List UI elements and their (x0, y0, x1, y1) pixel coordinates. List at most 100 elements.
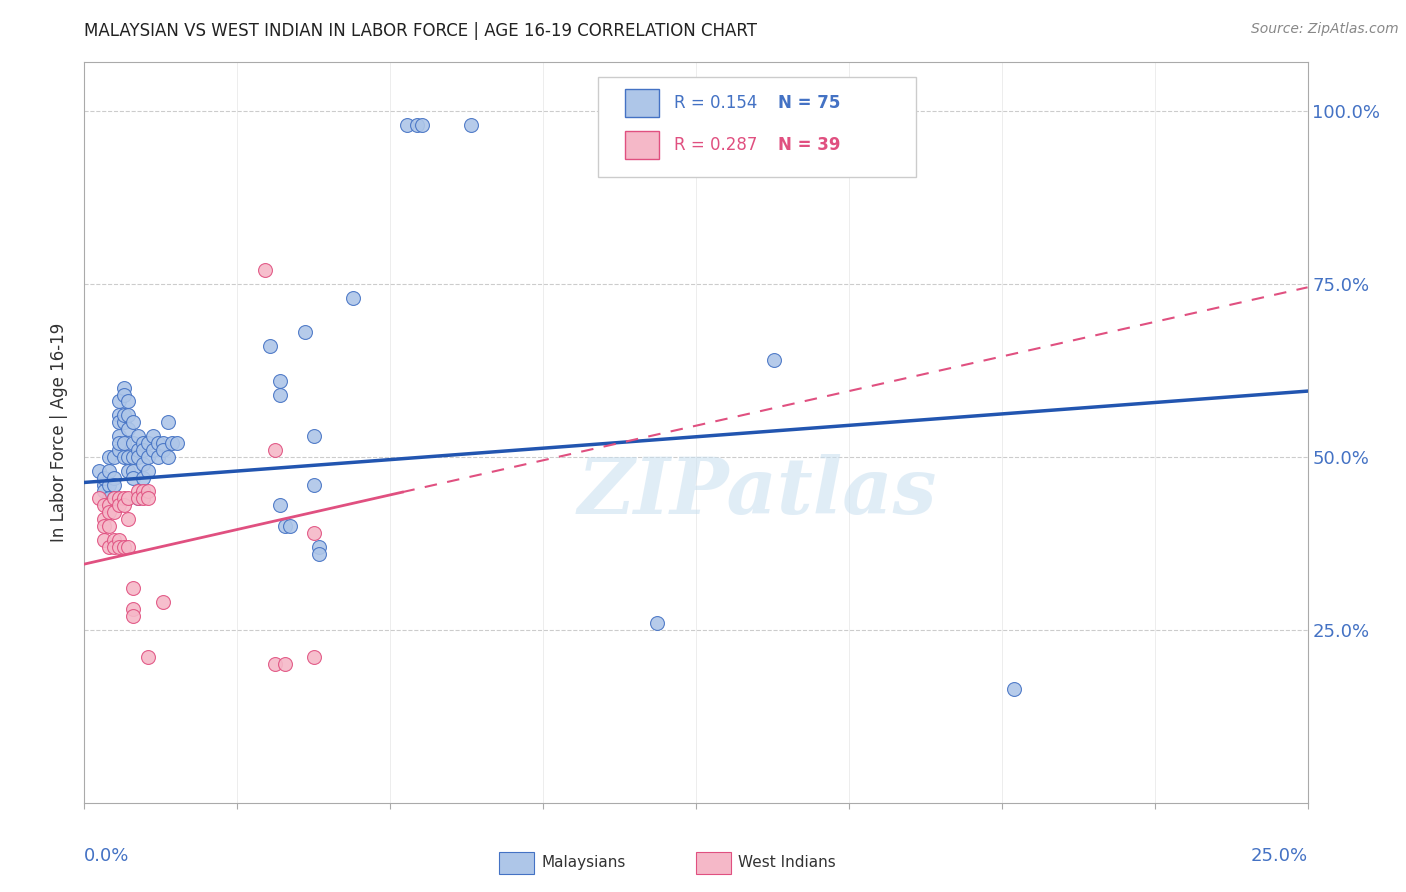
Point (107, 442, 129, 457)
Point (152, 436, 174, 450)
Point (396, 118, 419, 132)
Point (136, 436, 159, 450)
Point (112, 491, 135, 506)
Point (117, 491, 139, 506)
Point (97, 498, 120, 512)
Text: R = 0.287: R = 0.287 (673, 136, 758, 153)
Point (122, 609, 145, 624)
Point (1002, 681, 1025, 696)
Point (166, 436, 188, 450)
Point (97, 450, 120, 464)
Point (152, 442, 174, 457)
Point (97, 540, 120, 554)
Point (162, 436, 184, 450)
Point (146, 450, 169, 464)
Point (117, 512, 139, 526)
Point (112, 540, 135, 554)
Point (304, 477, 326, 491)
Point (259, 339, 281, 353)
Point (304, 429, 326, 443)
Point (156, 450, 179, 464)
Point (107, 436, 129, 450)
Point (127, 484, 149, 499)
Point (103, 540, 125, 554)
Point (156, 415, 179, 429)
Text: 0.0%: 0.0% (84, 847, 129, 865)
Point (132, 442, 155, 457)
Point (274, 519, 297, 533)
Point (103, 491, 125, 506)
Point (274, 657, 297, 672)
Point (122, 602, 145, 616)
Point (117, 464, 139, 478)
Point (117, 422, 139, 436)
Point (132, 491, 155, 506)
Point (308, 547, 330, 561)
Point (107, 409, 129, 423)
Point (278, 519, 301, 533)
Point (112, 381, 135, 395)
Point (411, 118, 433, 132)
Point (93, 477, 115, 491)
Point (93, 533, 115, 547)
Point (264, 657, 287, 672)
Point (107, 540, 129, 554)
Point (127, 491, 149, 506)
Point (269, 387, 291, 401)
Point (112, 415, 135, 429)
Point (107, 491, 129, 506)
Text: West Indians: West Indians (738, 855, 837, 870)
Point (97, 464, 120, 478)
Point (304, 650, 326, 665)
Point (763, 353, 786, 368)
Point (107, 498, 129, 512)
Point (132, 470, 155, 484)
Point (107, 533, 129, 547)
Point (112, 436, 135, 450)
Point (136, 450, 159, 464)
Point (136, 491, 159, 506)
Point (87, 464, 110, 478)
Point (152, 595, 174, 609)
Point (103, 505, 125, 519)
Point (269, 374, 291, 388)
Point (264, 442, 287, 457)
Point (87, 491, 110, 506)
Text: Malaysians: Malaysians (541, 855, 626, 870)
Point (93, 519, 115, 533)
Point (103, 477, 125, 491)
Point (122, 464, 145, 478)
FancyBboxPatch shape (626, 89, 659, 117)
Point (107, 429, 129, 443)
Point (304, 525, 326, 540)
Point (122, 470, 145, 484)
Point (127, 429, 149, 443)
Point (103, 533, 125, 547)
Text: N = 39: N = 39 (778, 136, 841, 153)
Point (93, 498, 115, 512)
Point (122, 450, 145, 464)
Point (112, 450, 135, 464)
Point (117, 409, 139, 423)
Point (136, 484, 159, 499)
Point (112, 387, 135, 401)
Point (142, 442, 165, 457)
Point (269, 498, 291, 512)
Text: N = 75: N = 75 (778, 94, 841, 112)
Point (122, 582, 145, 596)
Point (93, 512, 115, 526)
Point (122, 436, 145, 450)
Point (97, 505, 120, 519)
Point (112, 498, 135, 512)
Point (132, 436, 155, 450)
Point (127, 491, 149, 506)
Point (342, 291, 364, 305)
Point (142, 429, 165, 443)
Point (406, 118, 429, 132)
Point (308, 540, 330, 554)
FancyBboxPatch shape (626, 130, 659, 159)
Text: MALAYSIAN VS WEST INDIAN IN LABOR FORCE | AGE 16-19 CORRELATION CHART: MALAYSIAN VS WEST INDIAN IN LABOR FORCE … (84, 22, 758, 40)
Point (460, 118, 482, 132)
Point (294, 326, 316, 340)
Point (645, 615, 668, 630)
